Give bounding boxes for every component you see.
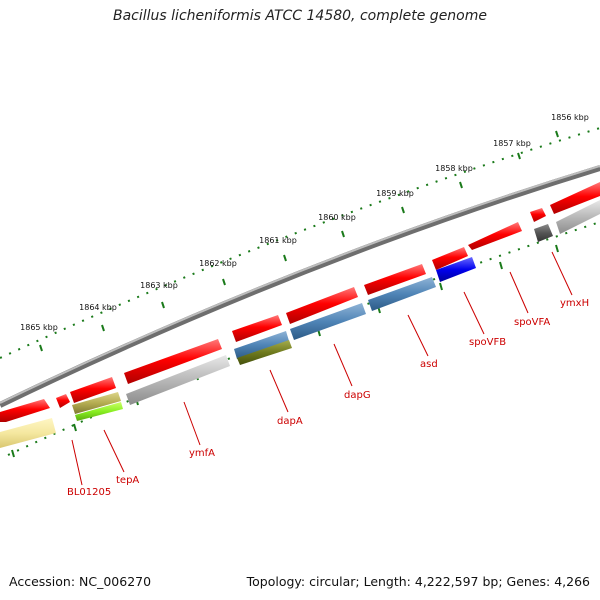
gene-block[interactable] (75, 402, 123, 421)
scale-tick-inner (439, 282, 443, 291)
scale-tick (283, 254, 287, 262)
scale-tick-inner (499, 261, 503, 270)
gene-label-ymxh[interactable]: ymxH (560, 298, 589, 309)
scale-tick-label: 1865 kbp (20, 323, 58, 332)
gene-block[interactable] (534, 224, 553, 242)
gene-arrow[interactable] (432, 247, 468, 270)
scale-tick-label: 1860 kbp (318, 213, 356, 222)
label-leaders (71, 251, 573, 486)
gene-block[interactable] (72, 392, 121, 414)
gene-block[interactable] (290, 303, 366, 340)
scale-tick-label: 1863 kbp (140, 281, 178, 290)
gene-block[interactable] (368, 277, 436, 311)
gene-label-bl01205[interactable]: BL01205 (67, 487, 111, 498)
scale-tick-label: 1862 kbp (199, 259, 237, 268)
scale-tick (555, 130, 559, 138)
gene-block[interactable] (556, 200, 600, 234)
gene-arrow[interactable] (56, 394, 70, 408)
scale-tick (161, 301, 165, 309)
scale-tick (517, 152, 521, 160)
gene-label-dapa[interactable]: dapA (277, 416, 303, 427)
scale-tick (341, 230, 345, 238)
gene-label-ymfa[interactable]: ymfA (189, 448, 215, 459)
gene-arrow[interactable] (550, 182, 600, 214)
forward-strand (0, 182, 600, 422)
gene-arrow[interactable] (286, 287, 358, 324)
gene-label-spovfb[interactable]: spoVFB (469, 337, 506, 348)
scale-tick (459, 181, 463, 189)
map-title: Bacillus licheniformis ATCC 14580, compl… (113, 8, 487, 24)
accession-text: Accession: NC_006270 (9, 574, 152, 589)
gene-arrow[interactable] (364, 264, 426, 295)
scale-tick-label: 1858 kbp (435, 164, 473, 173)
scale-tick-inner (73, 423, 77, 432)
genome-backbone (0, 165, 600, 408)
gene-block[interactable] (0, 418, 56, 448)
reverse-strand (0, 200, 600, 448)
scale-tick-label: 1859 kbp (376, 189, 414, 198)
gene-block[interactable] (436, 257, 476, 282)
gene-label-dapg[interactable]: dapG (344, 390, 371, 401)
scale-tick (39, 344, 43, 352)
scale-arc-inner (7, 221, 600, 456)
scale-arc-outer (0, 127, 600, 359)
scale-tick-label: 1861 kbp (259, 236, 297, 245)
scale-tick-inner (11, 449, 15, 458)
scale-tick (101, 324, 105, 332)
gene-label-asd[interactable]: asd (420, 359, 438, 370)
scale-tick-label: 1856 kbp (551, 113, 589, 122)
scale-tick (222, 278, 226, 286)
gene-block[interactable] (237, 340, 292, 365)
gene-arrow[interactable] (468, 222, 522, 250)
scale-tick-inner (555, 244, 559, 253)
scale-tick (401, 206, 405, 214)
gene-block[interactable] (126, 355, 230, 405)
gene-arrow[interactable] (232, 315, 282, 342)
gene-block[interactable] (234, 331, 289, 359)
scale-tick-label: 1857 kbp (493, 139, 531, 148)
gene-arrow[interactable] (0, 399, 50, 422)
scale-labels: 1856 kbp 1857 kbp 1858 kbp 1859 kbp 1860 kbp… (20, 113, 589, 332)
gene-arrow[interactable] (530, 208, 546, 222)
gene-arrow[interactable] (70, 377, 116, 403)
gene-label-spovfa[interactable]: spoVFA (514, 317, 550, 328)
genome-backbone-highlight (0, 165, 600, 404)
gene-arrow[interactable] (124, 339, 222, 384)
gene-label-tepa[interactable]: tepA (116, 475, 139, 486)
scale-tick-label: 1864 kbp (79, 303, 117, 312)
summary-text: Topology: circular; Length: 4,222,597 bp… (246, 574, 590, 589)
